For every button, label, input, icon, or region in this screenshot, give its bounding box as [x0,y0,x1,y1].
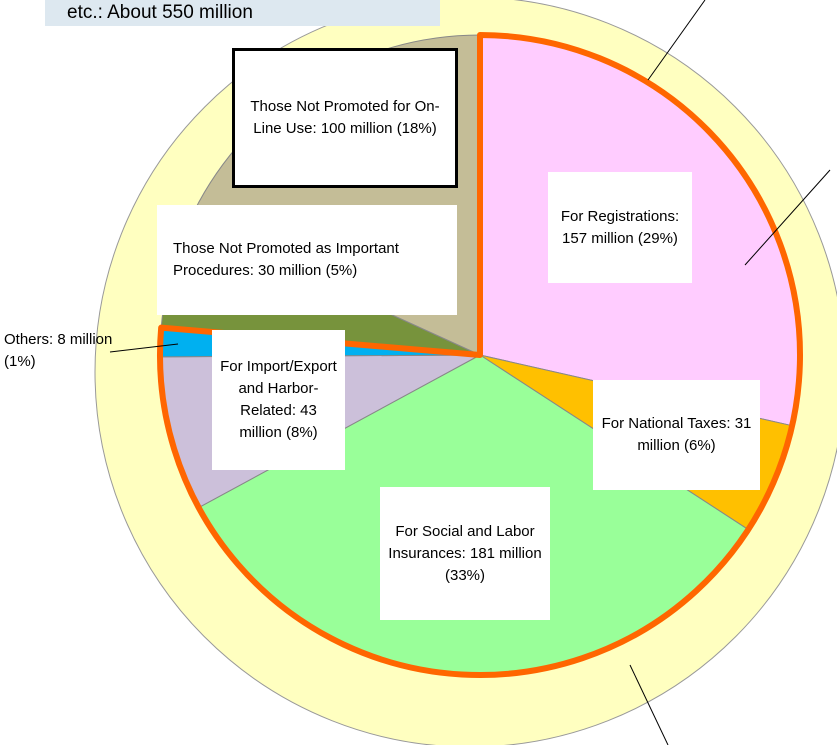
group-outline [157,32,803,678]
data-label: Others: 8 million (1%) [4,331,113,370]
data-label: Those Not Promoted for On-Line Use: 100 … [232,48,458,188]
annotation: etc.: About 550 million [45,0,440,26]
data-label: For National Taxes: 31 million (6%) [593,380,760,490]
data-label: For Social and Labor Insurances: 181 mil… [380,487,550,620]
leader-lines [109,0,831,745]
data-label: Those Not Promoted as Important Procedur… [157,205,457,315]
leader-line [629,664,669,745]
data-label: For Import/Export and Harbor-Related: 43… [212,330,345,470]
data-label: For Registrations: 157 million (29%) [548,172,692,283]
leader-line [109,343,179,353]
leader-line [744,169,831,266]
leader-line [647,0,706,81]
